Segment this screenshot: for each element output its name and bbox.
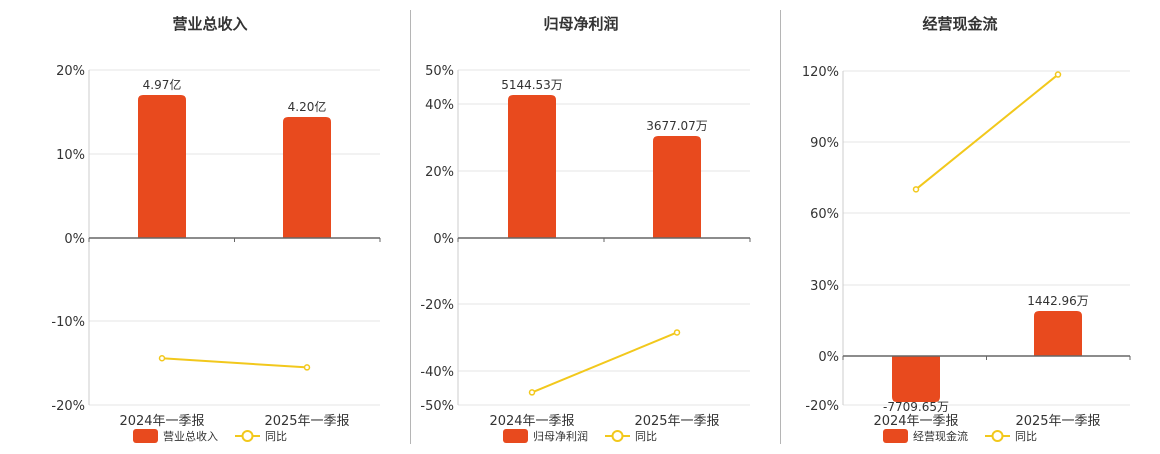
x-tick-label: 2025年一季报 xyxy=(634,414,719,429)
y-tick-label: 10% xyxy=(56,148,85,163)
bar xyxy=(283,117,331,238)
legend-bar-swatch xyxy=(883,429,908,443)
x-tick-label: 2024年一季报 xyxy=(873,414,958,429)
bar-value-label: 4.97亿 xyxy=(143,77,182,92)
bar-value-label: -7709.65万 xyxy=(883,400,949,414)
x-tick-label: 2025年一季报 xyxy=(264,414,349,429)
y-tick-label: -20% xyxy=(805,399,839,414)
line-series xyxy=(531,331,678,394)
y-tick-label: 0% xyxy=(433,232,454,247)
legend-line-label: 同比 xyxy=(265,430,287,443)
bar-value-label: 1442.96万 xyxy=(1027,294,1089,308)
line-point xyxy=(912,186,920,193)
y-tick-label: -20% xyxy=(51,399,85,414)
y-tick-label: 0% xyxy=(818,350,839,365)
y-tick-label: 20% xyxy=(425,165,454,180)
y-tick-label: -20% xyxy=(420,298,454,313)
y-tick-label: 0% xyxy=(64,232,85,247)
legend-line-label: 同比 xyxy=(1015,430,1037,443)
legend-bar-label: 归母净利润 xyxy=(533,429,588,443)
line-series xyxy=(915,73,1059,191)
line-point xyxy=(528,389,536,396)
panel-divider xyxy=(410,10,411,444)
line-point xyxy=(1054,71,1062,78)
y-tick-label: -40% xyxy=(420,365,454,380)
legend-line-marker xyxy=(241,430,254,442)
legend-line-marker xyxy=(991,430,1004,442)
bar xyxy=(508,95,556,238)
x-tick-label: 2025年一季报 xyxy=(1015,414,1100,429)
legend-line-label: 同比 xyxy=(635,430,657,443)
bar-value-label: 5144.53万 xyxy=(501,78,563,92)
bar xyxy=(653,136,701,238)
y-tick-label: 120% xyxy=(802,65,839,80)
bar xyxy=(1034,311,1082,356)
x-tick-label: 2024年一季报 xyxy=(119,414,204,429)
y-tick-label: 60% xyxy=(810,207,839,222)
bar-value-label: 3677.07万 xyxy=(646,119,708,133)
legend-bar-swatch xyxy=(503,429,528,443)
y-tick-label: 40% xyxy=(425,98,454,113)
chart-title: 经营现金流 xyxy=(922,15,997,33)
legend-bar-swatch xyxy=(133,429,158,443)
legend-bar-label: 经营现金流 xyxy=(913,429,968,443)
y-tick-label: 20% xyxy=(56,64,85,79)
line-series xyxy=(161,357,308,369)
y-tick-label: -10% xyxy=(51,315,85,330)
y-tick-label: 50% xyxy=(425,64,454,79)
legend-bar-label: 营业总收入 xyxy=(163,429,218,443)
chart-title: 归母净利润 xyxy=(543,15,618,33)
bar xyxy=(892,356,940,402)
y-tick-label: -50% xyxy=(420,399,454,414)
bar-value-label: 4.20亿 xyxy=(288,99,327,114)
chart-title: 营业总收入 xyxy=(172,15,247,33)
panel-divider xyxy=(780,10,781,444)
x-tick-label: 2024年一季报 xyxy=(489,414,574,429)
line-point xyxy=(303,364,311,371)
y-tick-label: 90% xyxy=(810,136,839,151)
y-tick-label: 30% xyxy=(810,279,839,294)
bar xyxy=(138,95,186,238)
legend-line-marker xyxy=(611,430,624,442)
line-point xyxy=(158,354,166,362)
line-point xyxy=(673,329,681,336)
